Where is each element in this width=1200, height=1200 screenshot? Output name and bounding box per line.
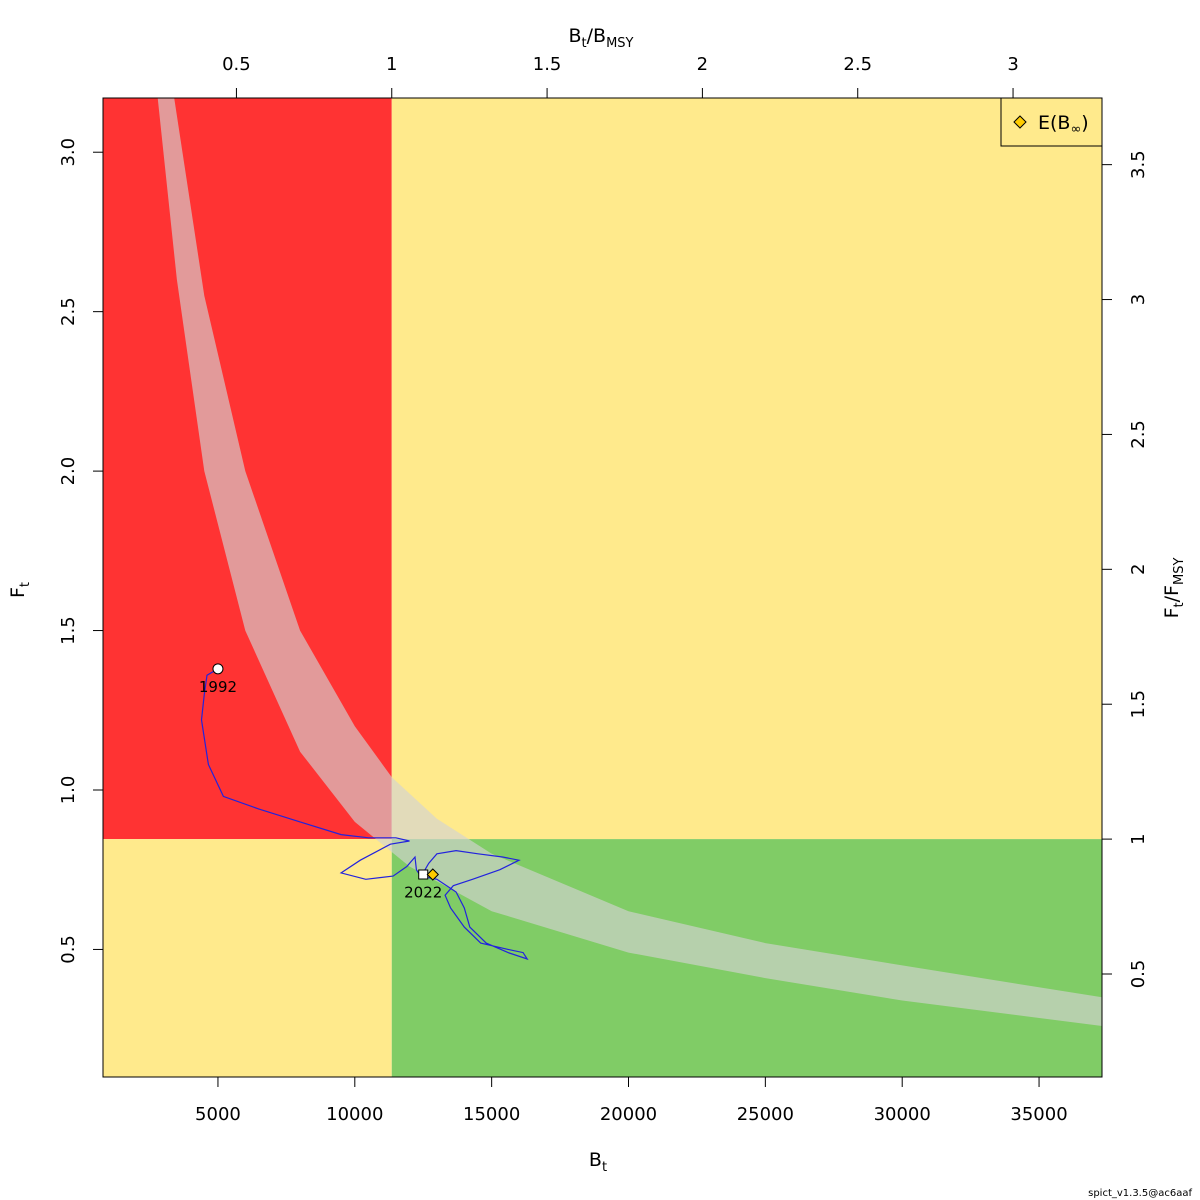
- start-point-marker: [212, 663, 224, 675]
- trajectory-line: [200, 668, 529, 961]
- x-tick-label: 35000: [1010, 1104, 1067, 1125]
- y-tick-label: 0.5: [58, 935, 79, 964]
- msy-confidence-band: [157, 98, 1102, 1026]
- y2-tick-label: 3.5: [1128, 150, 1149, 179]
- y2-axis-title: Ft/FMSY: [1161, 558, 1187, 619]
- expected-biomass-marker: [426, 868, 440, 881]
- y2-tick-label: 1.5: [1128, 690, 1149, 719]
- y-axis-left: 0.5 1.0 1.5 2.0 2.5 3.0: [58, 138, 103, 964]
- y2-tick-label: 3: [1128, 294, 1149, 305]
- x-tick-label: 25000: [737, 1104, 794, 1125]
- plot-frame: [102, 97, 1103, 1078]
- x-tick-label: 5000: [195, 1104, 241, 1125]
- x-tick-label: 10000: [326, 1104, 383, 1125]
- y-tick-label: 2.5: [58, 297, 79, 326]
- end-year-label: 2022: [404, 884, 442, 902]
- legend: E(B∞): [1000, 97, 1103, 147]
- x-tick-label: 20000: [600, 1104, 657, 1125]
- y-axis-right: 0.5 1 1.5 2 2.5 3 3.5: [1102, 150, 1149, 988]
- y-tick-label: 1.0: [58, 776, 79, 805]
- x2-tick-label: 1.5: [533, 54, 562, 75]
- legend-diamond-icon: [1013, 115, 1027, 129]
- x-tick-label: 15000: [463, 1104, 520, 1125]
- x2-tick-label: 0.5: [222, 54, 251, 75]
- zone-caution-overfished: [103, 839, 392, 1077]
- start-year-label: 1992: [199, 678, 237, 696]
- x-axis-top: 0.5 1 1.5 2 2.5 3: [222, 54, 1019, 98]
- y2-tick-label: 2: [1128, 564, 1149, 575]
- x-axis-bottom: 5000 10000 15000 20000 25000 30000 35000: [195, 1077, 1068, 1125]
- y-tick-label: 3.0: [58, 138, 79, 167]
- x2-tick-label: 3: [1007, 54, 1018, 75]
- x-tick-label: 30000: [874, 1104, 931, 1125]
- y-tick-label: 1.5: [58, 616, 79, 645]
- x2-tick-label: 1: [386, 54, 397, 75]
- version-footer: spict_v1.3.5@ac6aaf: [1088, 1188, 1192, 1199]
- y-axis-title: Ft: [7, 582, 33, 598]
- x-axis-title: Bt: [589, 1149, 607, 1175]
- end-point-marker: [418, 869, 429, 880]
- y2-tick-label: 1: [1128, 833, 1149, 844]
- legend-label: E(B∞): [1038, 112, 1089, 137]
- y2-tick-label: 2.5: [1128, 420, 1149, 449]
- zone-caution-overfishing: [391, 98, 1102, 840]
- x2-tick-label: 2: [697, 54, 708, 75]
- x2-axis-title: Bt/BMSY: [568, 25, 633, 51]
- y-tick-label: 2.0: [58, 457, 79, 486]
- x2-tick-label: 2.5: [843, 54, 872, 75]
- y2-tick-label: 0.5: [1128, 960, 1149, 989]
